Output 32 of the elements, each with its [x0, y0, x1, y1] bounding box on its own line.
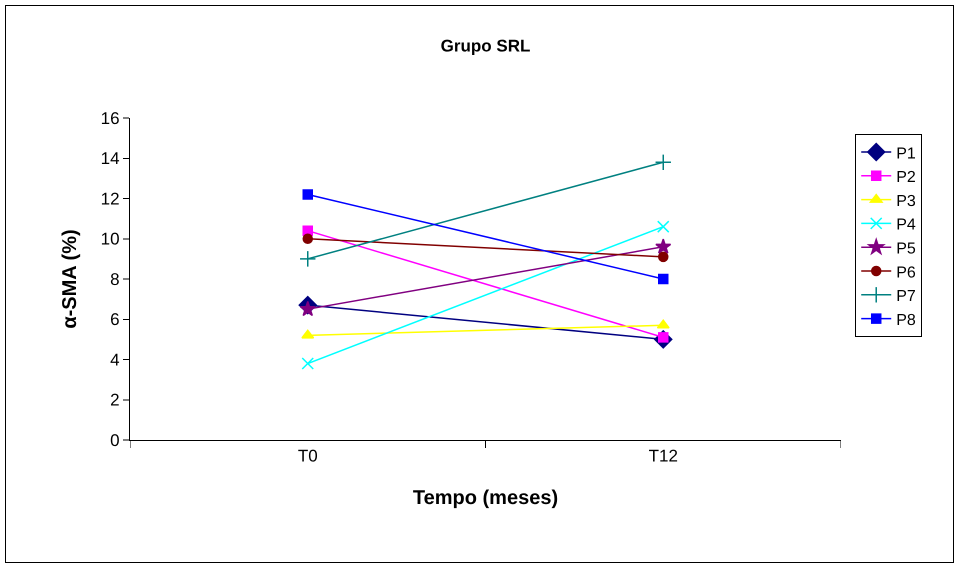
legend-label: P4 [896, 216, 916, 234]
point [300, 300, 316, 316]
point [658, 274, 668, 284]
point [657, 220, 670, 233]
x-tick-label: T0 [298, 446, 318, 466]
y-tick-label: 10 [100, 230, 120, 249]
x-tick-label: T12 [648, 446, 678, 466]
legend-label: P6 [896, 264, 916, 282]
y-axis-title: α-SMA (%) [59, 229, 82, 329]
chart-title: Grupo SRL [440, 36, 530, 56]
legend-label: P8 [896, 312, 916, 329]
legend-label: P3 [896, 192, 916, 210]
y-tick-label: 0 [110, 430, 120, 450]
point [654, 154, 672, 171]
y-tick-label: 4 [110, 350, 120, 370]
legend-label: P1 [896, 145, 916, 162]
y-tick-label: 14 [100, 149, 120, 168]
x-axis-title: Tempo (meses) [412, 486, 558, 509]
y-tick-label: 12 [100, 189, 120, 208]
legend-label: P2 [896, 169, 916, 186]
y-tick-label: 2 [110, 390, 120, 410]
y-tick-label: 16 [100, 108, 120, 128]
point [302, 234, 313, 244]
point [655, 238, 672, 254]
point [658, 252, 668, 262]
point [299, 250, 316, 268]
y-tick-label: 8 [110, 270, 120, 289]
legend-label: P7 [896, 288, 916, 306]
point [302, 189, 313, 200]
legend-label: P5 [896, 240, 916, 258]
y-tick-label: 6 [110, 310, 120, 330]
point [302, 357, 314, 370]
